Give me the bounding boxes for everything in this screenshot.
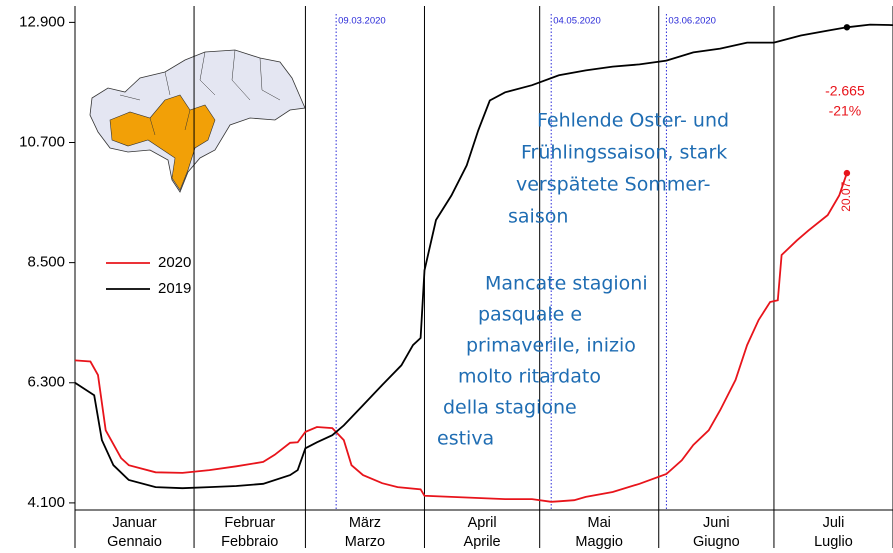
difference-label: -21% <box>829 103 862 119</box>
note-de: Frühlingssaison, stark <box>521 142 727 164</box>
event-label: 09.03.2020 <box>338 16 386 27</box>
month-label: Gennaio <box>107 534 162 550</box>
map-inset <box>89 49 306 193</box>
month-label: Februar <box>224 515 275 531</box>
month-label: März <box>349 515 381 531</box>
month-label: Januar <box>112 515 157 531</box>
month-label: April <box>468 515 497 531</box>
y-tick-label: 6.300 <box>27 374 65 391</box>
note-it: primaverile, inizio <box>466 335 636 357</box>
y-tick-label: 8.500 <box>27 254 65 271</box>
legend-label: 2019 <box>158 280 191 297</box>
month-label: Mai <box>588 515 611 531</box>
note-de: verspätete Sommer- <box>516 174 711 196</box>
note-it: estiva <box>437 428 494 450</box>
end-dot <box>843 24 851 31</box>
end-dot <box>843 169 851 177</box>
event-label: 03.06.2020 <box>668 16 716 27</box>
event-label: 04.05.2020 <box>553 16 601 27</box>
series-line <box>74 23 893 490</box>
month-label: Giugno <box>693 534 740 550</box>
month-label: Juni <box>703 515 730 531</box>
note-it: pasquale e <box>478 304 582 326</box>
month-label: Aprile <box>464 534 501 550</box>
y-tick-label: 4.100 <box>27 494 65 511</box>
month-label: Luglio <box>814 534 853 550</box>
month-label: Marzo <box>345 534 385 550</box>
difference-label: -2.665 <box>825 83 865 99</box>
legend-label: 2020 <box>158 254 191 271</box>
note-de: Fehlende Oster- und <box>537 110 729 132</box>
note-it: Mancate stagioni <box>485 273 648 295</box>
month-label: Maggio <box>575 534 623 550</box>
note-de: saison <box>508 206 568 228</box>
month-label: Febbraio <box>221 534 278 550</box>
series-line <box>74 172 848 503</box>
note-it: della stagione <box>443 397 577 419</box>
note-it: molto ritardato <box>458 366 601 388</box>
y-tick-label: 10.700 <box>19 133 65 150</box>
end-date: 20.07. <box>839 178 853 211</box>
month-label: Juli <box>823 515 845 531</box>
y-tick-label: 12.900 <box>19 13 65 30</box>
